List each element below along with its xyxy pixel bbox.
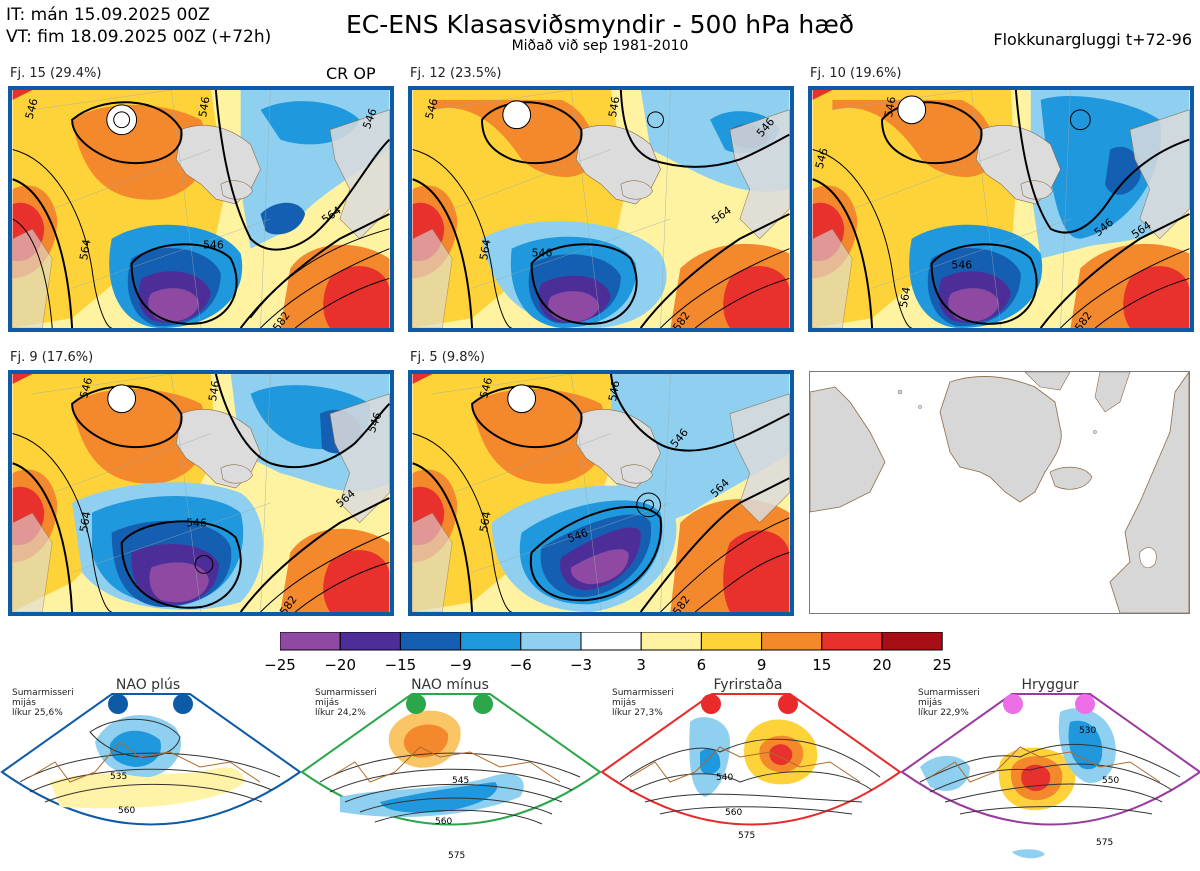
- contour-label: 575: [738, 831, 755, 841]
- header-info: IT: mán 15.09.2025 00Z VT: fim 18.09.202…: [6, 4, 271, 48]
- contour-label: 546: [203, 239, 224, 252]
- regime-marker-blocking: [701, 694, 721, 714]
- contour-label: 560: [118, 806, 135, 816]
- colorbar-tick-label: 3: [636, 656, 646, 674]
- panel-label-2: Fj. 12 (23.5%): [410, 66, 502, 81]
- anomaly-map-svg: 546 546 564 564 546 582 546: [12, 90, 390, 328]
- colorbar-tick-label: 15: [812, 656, 832, 674]
- contour-label: 546: [882, 95, 898, 118]
- contour-label: 546: [606, 379, 622, 402]
- contour-label: 550: [1102, 776, 1119, 786]
- colorbar-swatch: [339, 632, 401, 651]
- regime-title: NAO mínus: [411, 677, 489, 693]
- colorbar-tick-label: 6: [696, 656, 707, 674]
- regime-note: Sumarmisseri mijás líkur 27,3%: [612, 688, 674, 718]
- contour-label: 535: [110, 772, 127, 782]
- colorbar-swatch: [520, 632, 582, 651]
- colorbar-tick-label: 25: [932, 656, 952, 674]
- contour-label: 546: [186, 517, 207, 530]
- empty-base-map: [809, 371, 1190, 614]
- cluster-map-3: 546 546 564 564 546 582 546: [808, 86, 1194, 332]
- colorbar-swatch: [821, 632, 883, 651]
- initial-time: IT: mán 15.09.2025 00Z: [6, 5, 210, 25]
- colorbar-tick-label: −20: [324, 656, 357, 674]
- anomaly-map-svg: 546 546 564 564 546 582 546: [412, 90, 790, 328]
- colorbar-swatch: [640, 632, 702, 651]
- colorbar-tick-label: −25: [264, 656, 296, 674]
- colorbar-swatch: [399, 632, 462, 651]
- regime-title: Fyrirstaða: [713, 677, 783, 693]
- contour-label: 546: [77, 376, 95, 400]
- contour-label: 546: [477, 376, 495, 400]
- colorbar-swatch: [700, 632, 763, 651]
- contour-label: 560: [435, 817, 452, 827]
- panel-label-5: Fj. 5 (9.8%): [410, 350, 485, 365]
- contour-label: 575: [1096, 838, 1113, 848]
- cluster-map-1: 546 546 564 564 546 582 546: [8, 86, 394, 332]
- colorbar-tick-label: −3: [569, 656, 593, 674]
- cr-op-badge: CR OP: [326, 64, 376, 83]
- colorbar-swatch: [280, 632, 341, 651]
- regime-title: Hryggur: [1021, 677, 1079, 693]
- coastline-map: [810, 372, 1189, 613]
- panel-label-3: Fj. 10 (19.6%): [810, 66, 902, 81]
- regime-marker-nao-plus: [108, 694, 128, 714]
- page-subtitle: Miðað við sep 1981-2010: [511, 38, 689, 54]
- regime-marker-ridge: [1003, 694, 1023, 714]
- panel-label-4: Fj. 9 (17.6%): [10, 350, 94, 365]
- colorbar-tick-label: −15: [384, 656, 417, 674]
- regime-note: Sumarmisseri mijás líkur 24,2%: [315, 688, 377, 718]
- colorbar-tick-label: −9: [449, 656, 472, 674]
- valid-time: VT: fim 18.09.2025 00Z (+72h): [6, 27, 272, 47]
- contour-label: 545: [452, 776, 469, 786]
- contour-label: 564: [477, 510, 493, 533]
- regime-marker-nao-minus: [406, 694, 426, 714]
- regime-marker-nao-minus: [473, 694, 493, 714]
- anomaly-map-svg: 546 546 564 564 546 582 546: [12, 374, 390, 612]
- anomaly-map-svg: 546 546 564 564 546 582 546: [412, 374, 790, 612]
- contour-label: 546: [606, 95, 622, 118]
- contour-label: 546: [813, 147, 831, 171]
- regime-maps: 535 560 545 560 575 540 560: [0, 693, 1200, 861]
- contour-label: 564: [77, 238, 93, 261]
- panel-label-1: Fj. 15 (29.4%): [10, 66, 102, 81]
- contour-label: 546: [196, 95, 212, 118]
- regime-ridge: 530 550 575: [900, 693, 1200, 859]
- regime-blocking: 540 560 575: [600, 693, 902, 841]
- contour-label: 560: [725, 808, 742, 818]
- cluster-map-2: 546 546 564 564 546 582 546: [408, 86, 794, 332]
- contour-label: 530: [1079, 726, 1096, 736]
- cluster-map-4: 546 546 564 564 546 582 546: [8, 370, 394, 616]
- contour-label: 546: [423, 97, 441, 121]
- regime-marker-nao-plus: [173, 694, 193, 714]
- page-title: EC-ENS Klasasviðsmyndir - 500 hPa hæð: [345, 10, 855, 39]
- colorbar: [280, 632, 943, 651]
- regime-marker-blocking: [778, 694, 798, 714]
- contour-label: 546: [951, 259, 972, 272]
- contour-label: 564: [77, 510, 93, 533]
- cluster-map-5: 546 546 564 564 546 582 546: [408, 370, 794, 616]
- anomaly-map-svg: 546 546 564 564 546 582 546: [812, 90, 1190, 328]
- regime-title: NAO plús: [115, 677, 181, 693]
- colorbar-swatch: [761, 632, 823, 651]
- colorbar-swatch: [460, 632, 522, 651]
- classification-window: Flokkunargluggi t+72-96: [993, 30, 1192, 49]
- contour-label: 564: [477, 238, 493, 261]
- regime-nao-plus: 535 560: [0, 693, 302, 826]
- regime-nao-minus: 545 560 575: [300, 693, 602, 861]
- contour-label: 564: [897, 286, 913, 309]
- regime-note: Sumarmisseri mijás líkur 22,9%: [918, 688, 980, 718]
- contour-label: 546: [206, 379, 222, 402]
- colorbar-tick-label: −6: [509, 656, 532, 674]
- colorbar-tick-label: 9: [756, 656, 767, 674]
- colorbar-swatch: [881, 632, 943, 651]
- regime-note: Sumarmisseri mijás líkur 25,6%: [12, 688, 74, 718]
- contour-label: 546: [23, 97, 41, 121]
- contour-label: 540: [716, 773, 733, 783]
- contour-label: 575: [448, 851, 465, 861]
- contour-label: 546: [532, 247, 553, 260]
- colorbar-tick-label: 20: [872, 656, 892, 674]
- regime-marker-ridge: [1075, 694, 1095, 714]
- colorbar-swatch: [580, 632, 642, 651]
